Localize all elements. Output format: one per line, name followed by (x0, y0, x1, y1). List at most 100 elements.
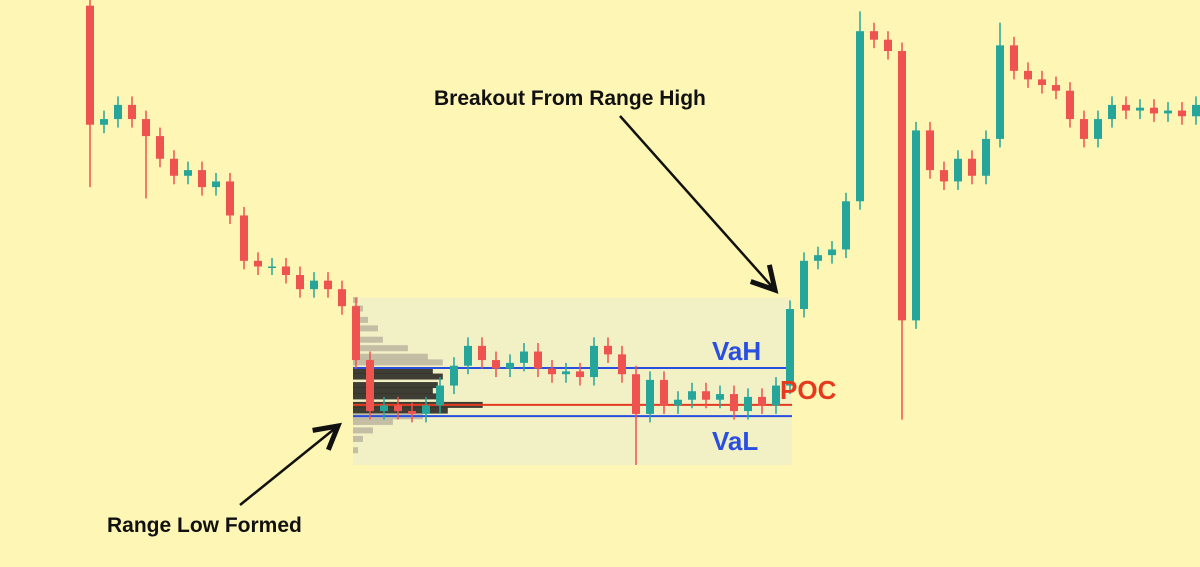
candle-body (506, 362, 514, 369)
candle-body (142, 119, 150, 137)
candle-body (254, 260, 262, 267)
candle-body (282, 266, 290, 275)
candle-body (968, 158, 976, 176)
candle-body (912, 130, 920, 321)
profile-bar (353, 393, 438, 400)
candle-body (884, 39, 892, 52)
annotation: Breakout From Range High (434, 87, 706, 110)
profile-bar (353, 316, 368, 323)
candle-body (590, 345, 598, 378)
candle-body (114, 104, 122, 120)
candle-body (212, 181, 220, 188)
profile-bar (353, 382, 438, 389)
range-box (353, 297, 792, 465)
candle-body (786, 309, 794, 386)
vah-label: VaH (712, 336, 761, 366)
candle-body (156, 136, 164, 159)
candle-body (422, 405, 430, 414)
arrow (239, 426, 338, 506)
volume-profile (353, 297, 792, 465)
candle-body (688, 391, 696, 400)
candle-body (660, 379, 668, 406)
profile-bar (353, 325, 378, 332)
candle-body (338, 289, 346, 307)
candle-body (1108, 104, 1116, 120)
candle-body (674, 399, 682, 406)
arrow (619, 115, 775, 290)
candle-body (408, 411, 416, 414)
candle-body (352, 306, 360, 361)
candle-body (548, 368, 556, 375)
candle-body (702, 391, 710, 400)
candle-body (492, 360, 500, 369)
candle-body (604, 345, 612, 355)
candle-body (100, 119, 108, 125)
candle-body (758, 396, 766, 406)
candle-body (534, 351, 542, 369)
candle-body (646, 379, 654, 414)
candle-body (1136, 107, 1144, 111)
candle-body (520, 351, 528, 363)
profile-bar (353, 435, 363, 442)
profile-bar (353, 387, 433, 394)
profile-bar (353, 373, 443, 380)
candle-body (1010, 45, 1018, 71)
candle-body (842, 201, 850, 250)
candle-body (366, 360, 374, 412)
candle-body (240, 215, 248, 261)
candle-body (716, 394, 724, 400)
candle-body (562, 371, 570, 375)
candle-body (954, 158, 962, 182)
candle-body (1122, 104, 1130, 111)
candle-body (870, 31, 878, 40)
candle-body (800, 260, 808, 310)
candle-body (1192, 104, 1200, 117)
profile-bar (353, 447, 358, 454)
candle-body (170, 158, 178, 176)
candle-body (730, 394, 738, 412)
candle-body (996, 45, 1004, 139)
candle-body (856, 31, 864, 202)
candle-body (898, 51, 906, 321)
val-label: VaL (712, 426, 758, 456)
candle-body (632, 374, 640, 414)
candle-body (1094, 119, 1102, 139)
candle-body (268, 266, 276, 268)
candle-body (1066, 90, 1074, 120)
candle-body (226, 181, 234, 216)
candle-body (1038, 79, 1046, 86)
candle-body (1164, 110, 1172, 114)
poc-label: POC (780, 375, 837, 405)
candle-body (982, 138, 990, 176)
candle-body (436, 385, 444, 406)
candle-body (296, 274, 304, 290)
candle-body (324, 280, 332, 290)
candle-body (128, 104, 136, 120)
candle-body (1080, 119, 1088, 139)
candle-body (310, 280, 318, 290)
candle-body (380, 405, 388, 412)
candle-body (450, 365, 458, 386)
candle-body (478, 345, 486, 361)
profile-bar (353, 345, 408, 352)
candle-body (814, 255, 822, 261)
profile-bar (353, 359, 443, 366)
candle-body (86, 5, 94, 125)
candle-body (1178, 110, 1186, 117)
candle-body (576, 371, 584, 378)
candle-body (940, 170, 948, 182)
candle-body (1024, 70, 1032, 80)
candle-body (198, 170, 206, 188)
candles (86, 0, 1200, 465)
candle-body (464, 345, 472, 366)
profile-bar (353, 367, 433, 374)
candle-body (772, 385, 780, 406)
candle-body (184, 170, 192, 176)
candle-body (1150, 107, 1158, 114)
candle-body (618, 354, 626, 375)
profile-bar (353, 418, 393, 425)
candle-body (828, 249, 836, 256)
candle-body (744, 396, 752, 412)
